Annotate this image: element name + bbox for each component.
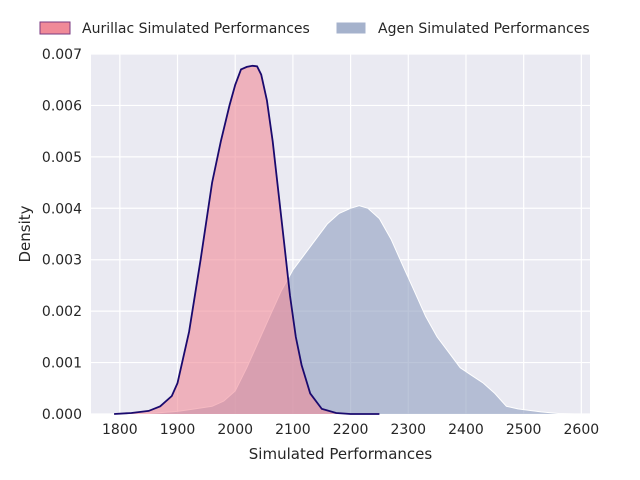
legend-label-1: Agen Simulated Performances [378,21,590,37]
legend-swatch-0 [39,21,71,35]
y-axis-label: Density [16,205,34,262]
x-tick-label: 2600 [564,422,600,438]
x-tick-label: 2100 [275,422,311,438]
y-tick-label: 0.001 [42,356,82,372]
legend: Aurillac Simulated Performances Agen Simu… [39,21,590,37]
y-tick-labels: 0.000 0.001 0.002 0.003 0.004 0.005 0.006 0.007 [42,47,82,423]
y-tick-label: 0.000 [42,407,82,423]
y-tick-label: 0.003 [42,253,82,269]
y-tick-label: 0.006 [42,98,82,114]
density-area-1 [119,205,576,414]
y-tick-label: 0.005 [42,150,82,166]
x-tick-label: 2200 [333,422,369,438]
x-tick-label: 2000 [217,422,253,438]
x-tick-label: 2500 [506,422,542,438]
x-axis-label: Simulated Performances [249,445,433,463]
density-line-0 [114,64,380,415]
density-area-0 [114,65,380,415]
x-tick-labels: 1800 1900 2000 2100 2200 2300 2400 2500 2600 [102,422,599,438]
legend-swatch-1 [335,21,367,35]
x-tick-label: 2300 [390,422,426,438]
x-tick-label: 2400 [448,422,484,438]
x-tick-label: 1800 [102,422,138,438]
legend-label-0: Aurillac Simulated Performances [82,21,310,37]
y-tick-label: 0.007 [42,47,82,63]
y-tick-label: 0.004 [42,201,82,217]
y-tick-label: 0.002 [42,304,82,320]
x-tick-label: 1900 [160,422,196,438]
density-areas [114,64,576,415]
